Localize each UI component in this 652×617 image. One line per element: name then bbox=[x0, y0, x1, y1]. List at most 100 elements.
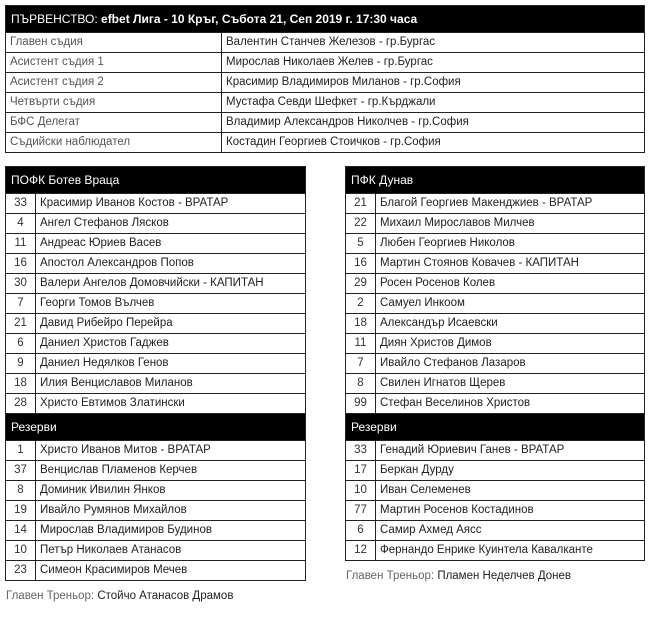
player-row: 18 Александър Исаевски bbox=[345, 313, 645, 334]
match-header: ПЪРВЕНСТВО: efbet Лига - 10 Кръг, Събота… bbox=[5, 5, 645, 33]
official-row: Съдийски наблюдател Костадин Георгиев Сто… bbox=[5, 132, 645, 153]
shirt-number: 33 bbox=[5, 193, 36, 214]
player-name: Фернандо Енрике Куинтела Кавалканте bbox=[375, 540, 645, 561]
player-row: 30 Валери Ангелов Домовчийски - КАПИТАН bbox=[5, 273, 306, 294]
shirt-number: 14 bbox=[5, 520, 36, 541]
reserve-row: 19 Ивайло Румянов Михайлов bbox=[5, 500, 306, 521]
shirt-number: 16 bbox=[5, 253, 36, 274]
shirt-number: 4 bbox=[5, 213, 36, 234]
player-name: Беркан Дурду bbox=[375, 460, 645, 481]
official-name: Владимир Александров Николчев - гр.София bbox=[221, 112, 645, 133]
player-name: Самир Ахмед Аясс bbox=[375, 520, 645, 541]
player-name: Давид Рибейро Перейра bbox=[35, 313, 306, 334]
player-name: Даниел Христов Гаджев bbox=[35, 333, 306, 354]
match-info-table: ПЪРВЕНСТВО: efbet Лига - 10 Кръг, Събота… bbox=[5, 5, 645, 153]
player-row: 2 Самуел Инкоом bbox=[345, 293, 645, 314]
player-name: Иван Селеменев bbox=[375, 480, 645, 501]
player-name: Михаил Мирославов Милчев bbox=[375, 213, 645, 234]
shirt-number: 28 bbox=[5, 393, 36, 414]
player-name: Александър Исаевски bbox=[375, 313, 645, 334]
shirt-number: 21 bbox=[5, 313, 36, 334]
player-name: Ангел Стефанов Лясков bbox=[35, 213, 306, 234]
player-name: Мартин Росенов Костадинов bbox=[375, 500, 645, 521]
player-name: Георги Томов Вълчев bbox=[35, 293, 306, 314]
player-row: 7 Ивайло Стефанов Лазаров bbox=[345, 353, 645, 374]
team-header: ПФК Дунав bbox=[345, 166, 645, 194]
official-role: Асистент съдия 1 bbox=[5, 52, 222, 73]
official-row: Главен съдия Валентин Станчев Железов - г… bbox=[5, 32, 645, 53]
official-row: Асистент съдия 1 Мирослав Николаев Желев … bbox=[5, 52, 645, 73]
official-row: Четвърти съдия Мустафа Севди Шефкет - гр.… bbox=[5, 92, 645, 113]
player-name: Доминик Ивилин Янков bbox=[35, 480, 306, 501]
reserve-row: 33 Генадий Юриевич Ганев - ВРАТАР bbox=[345, 440, 645, 461]
shirt-number: 7 bbox=[345, 353, 376, 374]
competition-label: ПЪРВЕНСТВО: bbox=[11, 11, 98, 26]
shirt-number: 11 bbox=[345, 333, 376, 354]
player-row: 29 Росен Росенов Колев bbox=[345, 273, 645, 294]
reserve-row: 8 Доминик Ивилин Янков bbox=[5, 480, 306, 501]
shirt-number: 21 bbox=[345, 193, 376, 214]
player-name: Даниел Недялков Генов bbox=[35, 353, 306, 374]
reserves-header: Резерви bbox=[5, 413, 306, 441]
team-header: ПОФК Ботев Враца bbox=[5, 166, 306, 194]
shirt-number: 16 bbox=[345, 253, 376, 274]
player-name: Стефан Веселинов Христов bbox=[375, 393, 645, 414]
player-name: Любен Георгиев Николов bbox=[375, 233, 645, 254]
player-name: Андреас Юриев Васев bbox=[35, 233, 306, 254]
player-row: 16 Мартин Стоянов Ковачев - КАПИТАН bbox=[345, 253, 645, 274]
player-name: Валери Ангелов Домовчийски - КАПИТАН bbox=[35, 273, 306, 294]
shirt-number: 30 bbox=[5, 273, 36, 294]
player-row: 9 Даниел Недялков Генов bbox=[5, 353, 306, 374]
player-row: 11 Андреас Юриев Васев bbox=[5, 233, 306, 254]
player-name: Генадий Юриевич Ганев - ВРАТАР bbox=[375, 440, 645, 461]
player-row: 21 Давид Рибейро Перейра bbox=[5, 313, 306, 334]
official-role: Съдийски наблюдател bbox=[5, 132, 222, 153]
reserve-row: 23 Симеон Красимиров Мечев bbox=[5, 560, 306, 581]
player-row: 11 Диян Христов Димов bbox=[345, 333, 645, 354]
player-row: 22 Михаил Мирославов Милчев bbox=[345, 213, 645, 234]
shirt-number: 12 bbox=[345, 540, 376, 561]
shirt-number: 11 bbox=[5, 233, 36, 254]
reserve-row: 77 Мартин Росенов Костадинов bbox=[345, 500, 645, 521]
player-name: Ивайло Стефанов Лазаров bbox=[375, 353, 645, 374]
shirt-number: 77 bbox=[345, 500, 376, 521]
shirt-number: 33 bbox=[345, 440, 376, 461]
player-row: 33 Красимир Иванов Костов - ВРАТАР bbox=[5, 193, 306, 214]
reserve-row: 37 Венцислав Пламенов Керчев bbox=[5, 460, 306, 481]
shirt-number: 18 bbox=[5, 373, 36, 394]
player-name: Илия Венциславов Миланов bbox=[35, 373, 306, 394]
player-row: 28 Христо Евтимов Златински bbox=[5, 393, 306, 414]
shirt-number: 8 bbox=[345, 373, 376, 394]
player-row: 16 Апостол Александров Попов bbox=[5, 253, 306, 274]
player-name: Свилен Игнатов Щерев bbox=[375, 373, 645, 394]
player-name: Росен Росенов Колев bbox=[375, 273, 645, 294]
shirt-number: 2 bbox=[345, 293, 376, 314]
away-coach: Главен Треньор: Пламен Неделчев Донев bbox=[346, 570, 571, 582]
player-name: Диян Христов Димов bbox=[375, 333, 645, 354]
official-name: Мирослав Николаев Желев - гр.Бургас bbox=[221, 52, 645, 73]
player-name: Ивайло Румянов Михайлов bbox=[35, 500, 306, 521]
player-row: 8 Свилен Игнатов Щерев bbox=[345, 373, 645, 394]
shirt-number: 6 bbox=[345, 520, 376, 541]
player-name: Апостол Александров Попов bbox=[35, 253, 306, 274]
player-name: Венцислав Пламенов Керчев bbox=[35, 460, 306, 481]
shirt-number: 1 bbox=[5, 440, 36, 461]
player-name: Благой Георгиев Макенджиев - ВРАТАР bbox=[375, 193, 645, 214]
shirt-number: 23 bbox=[5, 560, 36, 581]
shirt-number: 5 bbox=[345, 233, 376, 254]
player-row: 18 Илия Венциславов Миланов bbox=[5, 373, 306, 394]
team-name: ПОФК Ботев Враца bbox=[5, 166, 306, 194]
player-name: Красимир Иванов Костов - ВРАТАР bbox=[35, 193, 306, 214]
official-name: Красимир Владимиров Миланов - гр.София bbox=[221, 72, 645, 93]
shirt-number: 9 bbox=[5, 353, 36, 374]
player-name: Мартин Стоянов Ковачев - КАПИТАН bbox=[375, 253, 645, 274]
official-role: БФС Делегат bbox=[5, 112, 222, 133]
home-lineup-table: ПОФК Ботев Враца 33 Красимир Иванов Костов… bbox=[5, 166, 306, 581]
shirt-number: 10 bbox=[5, 540, 36, 561]
reserve-row: 12 Фернандо Енрике Куинтела Кавалканте bbox=[345, 540, 645, 561]
shirt-number: 19 bbox=[5, 500, 36, 521]
player-name: Христо Евтимов Златински bbox=[35, 393, 306, 414]
player-row: 7 Георги Томов Вълчев bbox=[5, 293, 306, 314]
team-name: ПФК Дунав bbox=[345, 166, 645, 194]
home-coach: Главен Треньор: Стойчо Атанасов Драмов bbox=[6, 590, 233, 602]
